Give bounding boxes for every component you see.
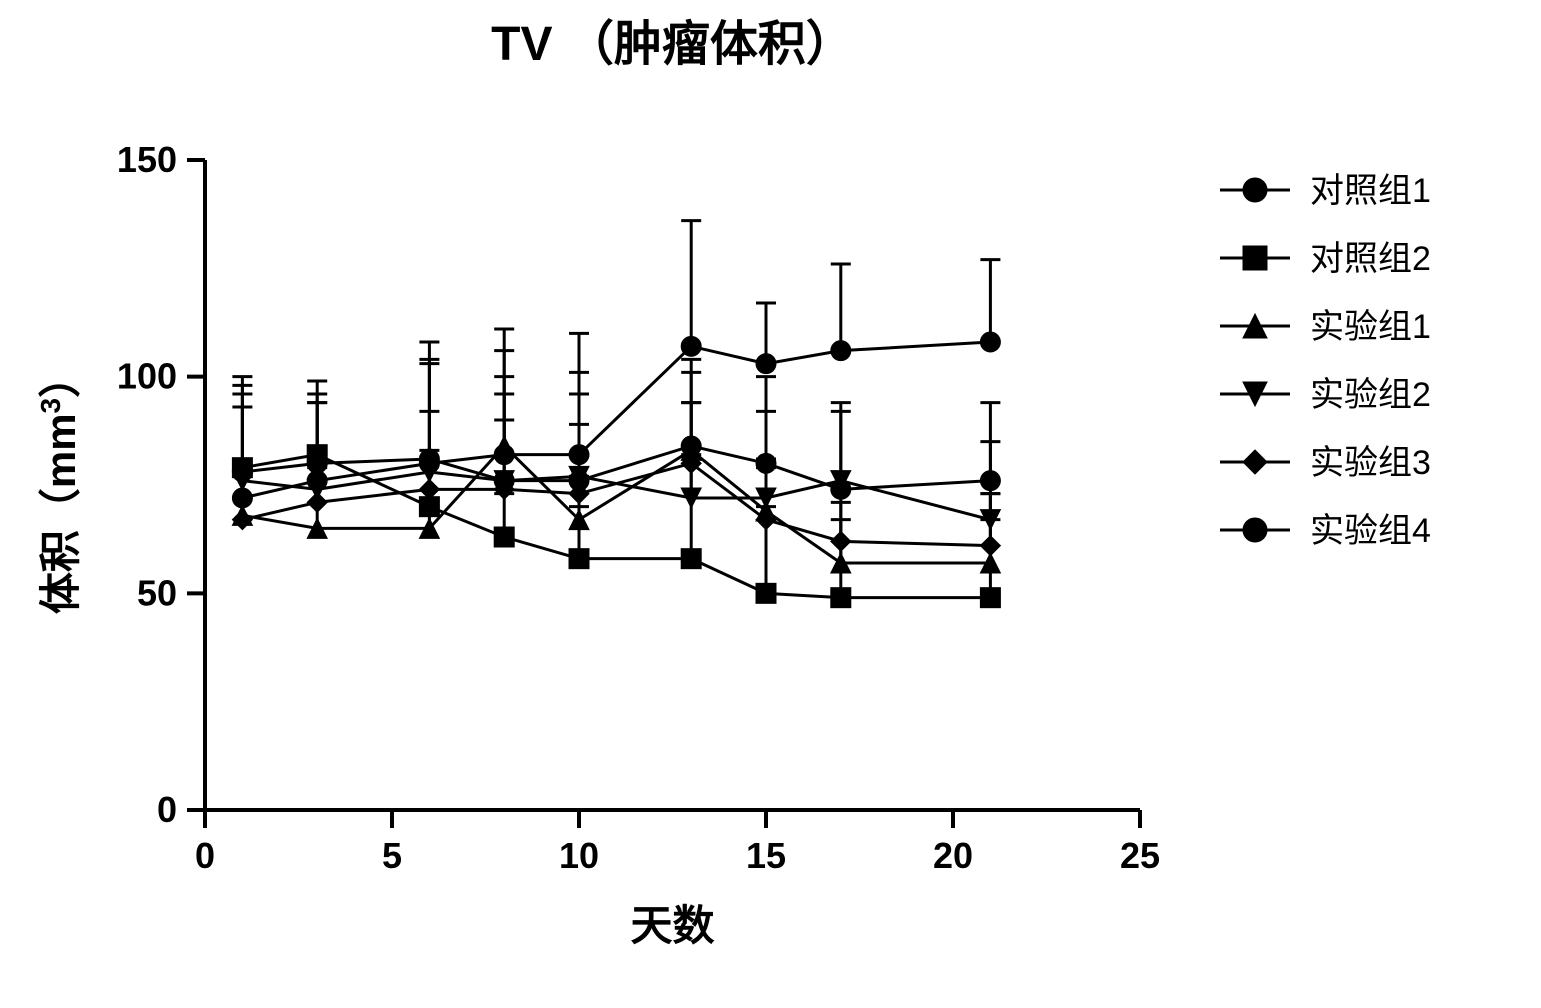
x-tick-label: 5 <box>382 835 402 876</box>
legend-item: 实验组3 <box>1220 444 1431 482</box>
chart-title: TV （肿瘤体积） <box>491 18 854 71</box>
legend-label: 实验组4 <box>1310 512 1431 550</box>
chart-container: TV （肿瘤体积） 0 5 10 15 20 25 0 50 100 150 天数 体积（mm3） 对照组… <box>0 0 1541 1008</box>
series <box>232 403 1000 556</box>
y-tick-label: 150 <box>117 139 177 180</box>
legend-item: 实验组2 <box>1220 376 1431 414</box>
x-tick-label: 20 <box>933 835 973 876</box>
series-line <box>242 342 990 498</box>
legend-label: 对照组1 <box>1310 172 1431 210</box>
legend-label: 对照组2 <box>1310 240 1431 278</box>
tumor-volume-chart: TV （肿瘤体积） 0 5 10 15 20 25 0 50 100 150 天数 体积（mm3） 对照组… <box>0 0 1541 1008</box>
x-tick-label: 25 <box>1120 835 1160 876</box>
y-tick-label: 50 <box>137 572 177 613</box>
y-axis-label: 体积（mm3） <box>35 356 85 614</box>
series <box>232 221 1000 508</box>
x-axis-label: 天数 <box>630 902 714 949</box>
legend-item: 实验组4 <box>1220 512 1431 550</box>
x-tick-label: 10 <box>559 835 599 876</box>
series <box>232 359 1000 529</box>
legend-item: 对照组2 <box>1220 240 1431 278</box>
legend-label: 实验组2 <box>1310 376 1431 414</box>
series <box>232 381 1000 608</box>
legend-label: 实验组3 <box>1310 444 1431 482</box>
series <box>232 359 1000 499</box>
series-line <box>242 446 990 563</box>
y-tick-label: 100 <box>117 356 177 397</box>
x-tick-label: 15 <box>746 835 786 876</box>
legend-label: 实验组1 <box>1310 308 1431 346</box>
legend-item: 实验组1 <box>1220 308 1431 346</box>
y-tick-label: 0 <box>157 789 177 830</box>
x-tick-label: 0 <box>195 835 215 876</box>
legend-item: 对照组1 <box>1220 172 1431 210</box>
